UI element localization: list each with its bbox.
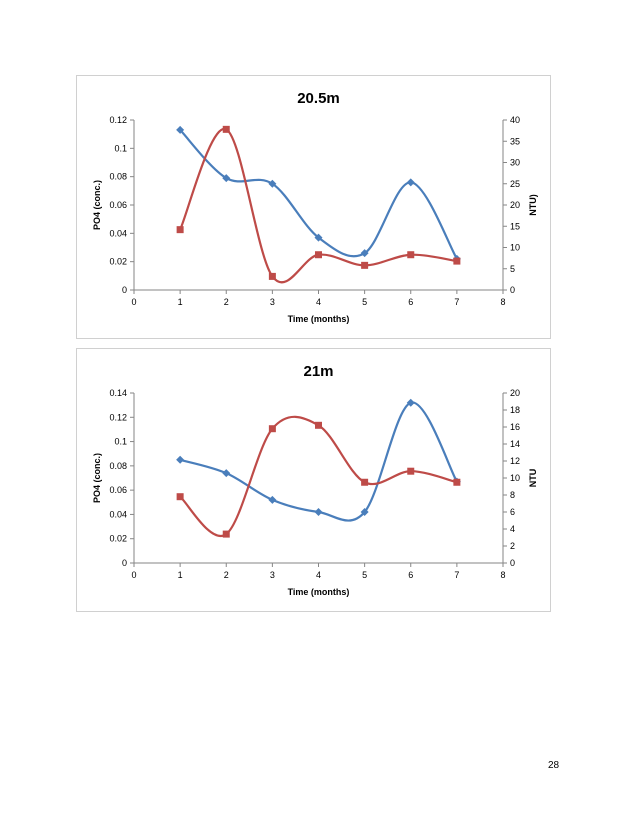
y2-tick-label: 40 [510, 115, 520, 125]
data-point-ntu [268, 272, 276, 280]
data-point-po4 [314, 508, 323, 516]
x-tick-label: 3 [270, 570, 275, 580]
y-tick-label: 0.12 [109, 412, 127, 422]
x-tick-label: 4 [316, 297, 321, 307]
x-tick-label: 4 [316, 570, 321, 580]
y-tick-label: 0 [122, 285, 127, 295]
x-tick-label: 0 [131, 297, 136, 307]
data-point-ntu [222, 125, 230, 133]
y2-axis-title: NTU [528, 469, 538, 488]
y-tick-label: 0.14 [109, 388, 127, 398]
y2-tick-label: 30 [510, 158, 520, 168]
x-tick-label: 8 [500, 297, 505, 307]
data-point-ntu [315, 251, 322, 259]
x-tick-label: 5 [362, 570, 367, 580]
y2-tick-label: 16 [510, 422, 520, 432]
y-tick-label: 0.02 [109, 534, 127, 544]
y2-axis-title: NTU) [528, 194, 538, 216]
y-tick-label: 0 [122, 558, 127, 568]
data-point-ntu [453, 257, 461, 265]
y-tick-label: 0.08 [109, 172, 127, 182]
data-point-ntu [315, 421, 322, 429]
series-line-po4 [179, 401, 458, 522]
data-point-po4 [406, 398, 415, 407]
x-tick-label: 1 [178, 570, 183, 580]
y-tick-label: 0.06 [109, 485, 127, 495]
x-tick-label: 1 [178, 297, 183, 307]
x-tick-label: 2 [224, 570, 229, 580]
data-point-ntu [361, 261, 369, 269]
y2-tick-label: 8 [510, 490, 515, 500]
y2-tick-label: 4 [510, 524, 515, 534]
chart-title: 20.5m [297, 90, 340, 107]
x-tick-label: 2 [224, 297, 229, 307]
data-point-po4 [222, 174, 231, 183]
data-point-po4 [176, 455, 185, 464]
chart-title: 21m [303, 363, 333, 380]
y2-tick-label: 12 [510, 456, 520, 466]
chart-21m-svg: 21m00.020.040.060.080.10.120.14024681012… [92, 363, 538, 597]
data-point-po4 [314, 233, 323, 242]
data-point-ntu [176, 226, 184, 234]
y2-tick-label: 15 [510, 221, 520, 231]
y2-tick-label: 10 [510, 243, 520, 253]
x-tick-label: 6 [408, 297, 413, 307]
series-line-ntu [179, 415, 458, 538]
y-tick-label: 0.04 [109, 509, 127, 519]
data-point-po4 [176, 125, 185, 134]
data-point-po4 [360, 249, 369, 258]
x-tick-label: 7 [454, 570, 459, 580]
y2-tick-label: 25 [510, 179, 520, 189]
y2-tick-label: 20 [510, 200, 520, 210]
x-axis-title: Time (months) [288, 314, 350, 324]
y2-tick-label: 5 [510, 264, 515, 274]
data-point-ntu [407, 467, 415, 475]
y-tick-label: 0.12 [109, 115, 127, 125]
data-point-po4 [222, 469, 231, 478]
data-point-po4 [268, 495, 277, 504]
y2-tick-label: 0 [510, 285, 515, 295]
y-axis-title: PO4 (conc.) [92, 453, 102, 503]
y2-tick-label: 20 [510, 388, 520, 398]
y-tick-label: 0.04 [109, 228, 127, 238]
y2-tick-label: 6 [510, 507, 515, 517]
page-number: 28 [548, 760, 560, 771]
chart-20-5m-svg: 20.5m00.020.040.060.080.10.1205101520253… [92, 90, 538, 324]
x-axis-title: Time (months) [288, 587, 350, 597]
data-point-ntu [268, 425, 276, 433]
y-tick-label: 0.08 [109, 461, 127, 471]
series-line-ntu [179, 128, 458, 284]
x-tick-label: 3 [270, 297, 275, 307]
y-tick-label: 0.06 [109, 200, 127, 210]
data-point-ntu [222, 530, 230, 538]
y2-tick-label: 2 [510, 541, 515, 551]
y2-tick-label: 0 [510, 558, 515, 568]
y2-tick-label: 10 [510, 473, 520, 483]
y-tick-label: 0.02 [109, 257, 127, 267]
chart-21m: 21m 0 0.02 0.04 0.06 0.08 0.1 0.12 0.14 0 2 4 6 8 10 12… [76, 348, 551, 612]
chart-20-5m: 20.5m 0 0.02 0.04 0.06 0.08 0.1 0.12 0 5 10 15 20 25 3… [76, 75, 551, 339]
y-axis-title: PO4 (conc.) [92, 180, 102, 230]
data-point-ntu [453, 478, 461, 486]
x-tick-label: 0 [131, 570, 136, 580]
y-tick-label: 0.1 [114, 437, 127, 447]
y2-tick-label: 18 [510, 405, 520, 415]
x-tick-label: 5 [362, 297, 367, 307]
data-point-po4 [406, 178, 415, 187]
data-point-po4 [360, 508, 369, 516]
data-point-ntu [361, 478, 369, 486]
y2-tick-label: 14 [510, 439, 520, 449]
data-point-ntu [407, 251, 415, 259]
data-point-ntu [176, 493, 184, 501]
data-point-po4 [268, 179, 277, 188]
x-tick-label: 6 [408, 570, 413, 580]
y2-tick-label: 35 [510, 136, 520, 146]
x-tick-label: 8 [500, 570, 505, 580]
x-tick-label: 7 [454, 297, 459, 307]
y-tick-label: 0.1 [114, 143, 127, 153]
